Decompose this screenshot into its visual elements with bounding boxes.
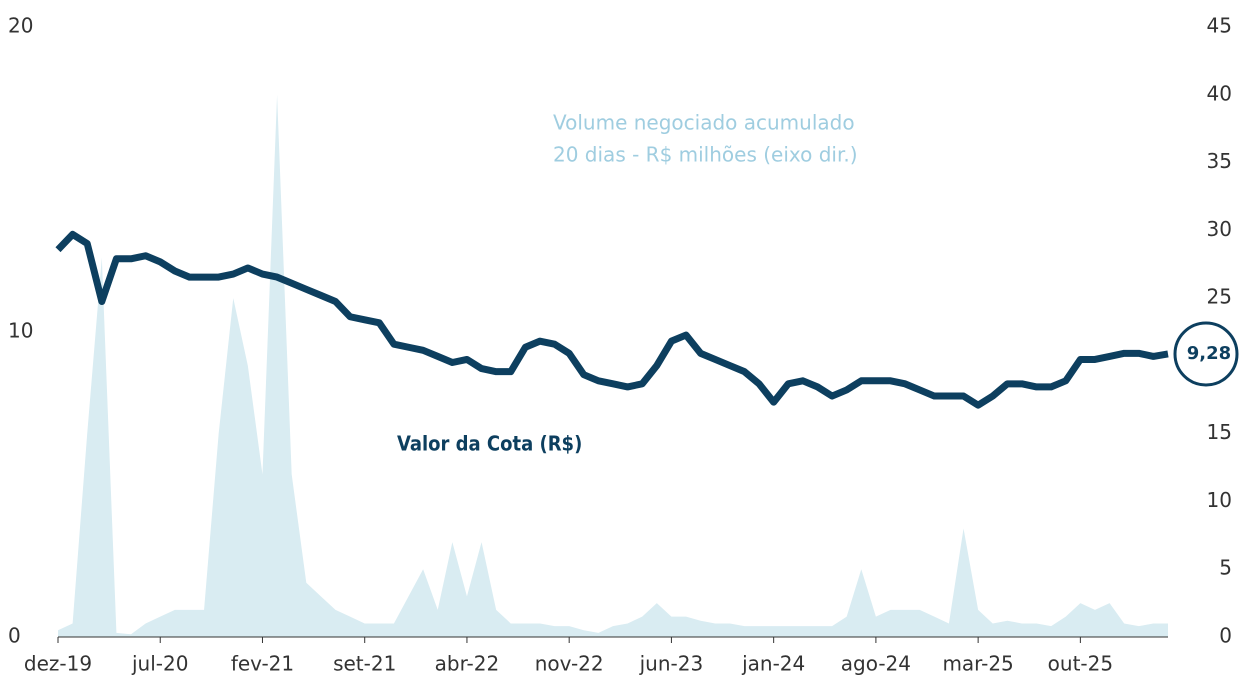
x-tick-label: mar-25 bbox=[942, 652, 1013, 676]
y2-tick-label: 10 bbox=[1207, 488, 1232, 512]
x-tick-label: jan-24 bbox=[741, 652, 805, 676]
volume-area bbox=[58, 94, 1168, 638]
x-tick-label: ago-24 bbox=[841, 652, 911, 676]
x-tick-label: nov-22 bbox=[535, 652, 604, 676]
x-tick-label: fev-21 bbox=[231, 652, 294, 676]
y2-tick-label: 15 bbox=[1207, 420, 1232, 444]
x-tick-label: set-21 bbox=[333, 652, 396, 676]
y-tick-label: 10 bbox=[8, 319, 33, 343]
y2-tick-label: 25 bbox=[1207, 285, 1232, 309]
y-tick-label: 0 bbox=[8, 624, 21, 648]
y-tick-label: 20 bbox=[8, 14, 33, 38]
x-tick-label: out-25 bbox=[1048, 652, 1113, 676]
volume-annotation: 20 dias - R$ milhões (eixo dir.) bbox=[553, 143, 858, 167]
y2-tick-label: 0 bbox=[1219, 624, 1232, 648]
x-tick-label: jul-20 bbox=[131, 652, 188, 676]
y2-tick-label: 35 bbox=[1207, 149, 1232, 173]
price-line bbox=[55, 230, 1169, 409]
y2-tick-label: 40 bbox=[1207, 81, 1232, 105]
x-tick-label: dez-19 bbox=[24, 652, 92, 676]
line-annotation: Valor da Cota (R$) bbox=[397, 432, 582, 456]
y2-tick-label: 5 bbox=[1219, 556, 1232, 580]
x-tick-label: jun-23 bbox=[639, 652, 704, 676]
end-label: 9,28 bbox=[1187, 343, 1231, 364]
volume-annotation: Volume negociado acumulado bbox=[553, 111, 855, 135]
y2-tick-label: 30 bbox=[1207, 217, 1232, 241]
x-tick-label: abr-22 bbox=[435, 652, 500, 676]
y2-tick-label: 45 bbox=[1207, 14, 1232, 38]
end-label-circle bbox=[1173, 321, 1239, 387]
